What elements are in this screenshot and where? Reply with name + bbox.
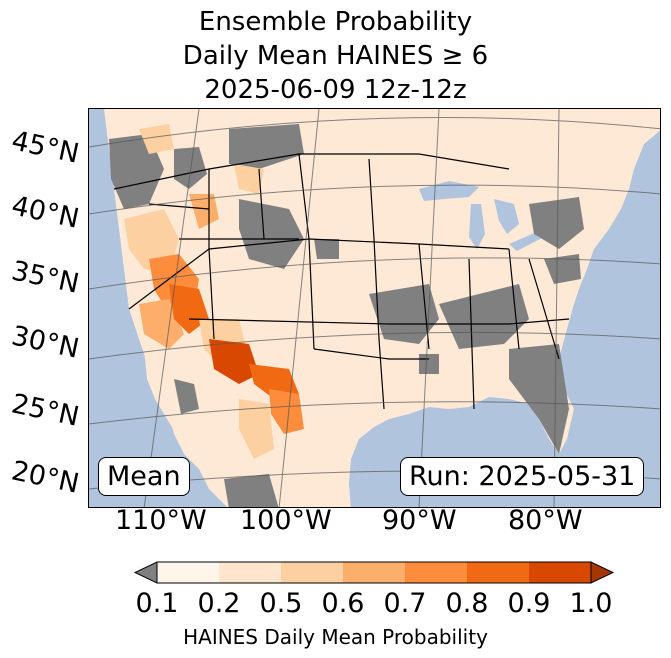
colorbar-segment bbox=[467, 562, 529, 583]
baja-california bbox=[144, 349, 187, 439]
colorbar-under-arrow bbox=[133, 561, 158, 584]
lon-label-80: 80°W bbox=[508, 505, 583, 536]
lake-michigan bbox=[469, 204, 485, 249]
colorbar-tick: 0.7 bbox=[383, 588, 427, 619]
state-borders bbox=[113, 153, 570, 410]
lon-label-90: 90°W bbox=[382, 505, 457, 536]
title-line-2: Daily Mean HAINES ≥ 6 bbox=[182, 41, 489, 71]
lake-huron bbox=[494, 199, 519, 234]
colorbar-segment bbox=[405, 562, 467, 583]
colorbar-label: HAINES Daily Mean Probability bbox=[183, 625, 488, 649]
colorbar-tick: 0.9 bbox=[507, 588, 551, 619]
probability-map bbox=[89, 109, 660, 507]
colorbar-segment bbox=[281, 562, 343, 583]
map-panel bbox=[88, 108, 661, 508]
colorbar-tick: 1.0 bbox=[569, 588, 613, 619]
colorbar-tick: 0.2 bbox=[197, 588, 241, 619]
lake-superior bbox=[419, 181, 479, 201]
stat-label-box: Mean bbox=[98, 457, 190, 496]
colorbar-segment bbox=[219, 562, 281, 583]
run-label-box: Run: 2025-05-31 bbox=[400, 457, 645, 496]
colorbar-tick: 0.6 bbox=[321, 588, 365, 619]
title-line-1: Ensemble Probability bbox=[198, 7, 473, 37]
lake-erie bbox=[509, 231, 544, 251]
lon-label-110: 110°W bbox=[115, 505, 207, 536]
colorbar-tick: 0.8 bbox=[445, 588, 489, 619]
colorbar-border bbox=[156, 561, 592, 584]
lon-label-100: 100°W bbox=[240, 505, 332, 536]
colorbar-segment bbox=[343, 562, 405, 583]
colorbar-tick: 0.5 bbox=[259, 588, 303, 619]
colorbar-over-arrow bbox=[590, 561, 615, 584]
colorbar-segment bbox=[529, 562, 591, 583]
title-line-3: 2025-06-09 12z-12z bbox=[204, 75, 467, 105]
probability-shading bbox=[124, 124, 304, 459]
colorbar-segment bbox=[157, 562, 219, 583]
colorbar-tick: 0.1 bbox=[135, 588, 179, 619]
